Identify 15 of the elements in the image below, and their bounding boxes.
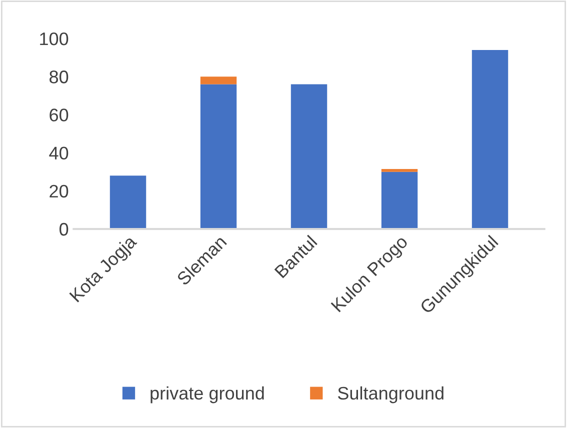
bar: [381, 168, 418, 172]
bar: [381, 172, 418, 229]
y-tick-label: 100: [40, 32, 68, 46]
bar: [472, 50, 508, 229]
legend-label: Sultanground: [338, 386, 444, 404]
y-tick-label: 0: [60, 222, 68, 236]
y-tick-label: 20: [50, 184, 68, 198]
y-tick-label: 60: [50, 108, 68, 122]
bar: [290, 84, 328, 229]
bar: [110, 176, 146, 229]
bar: [200, 84, 237, 229]
y-tick-label: 80: [50, 70, 68, 84]
y-tick-label: 40: [49, 146, 68, 160]
bar: [200, 76, 237, 84]
legend-label: private ground: [150, 386, 264, 404]
